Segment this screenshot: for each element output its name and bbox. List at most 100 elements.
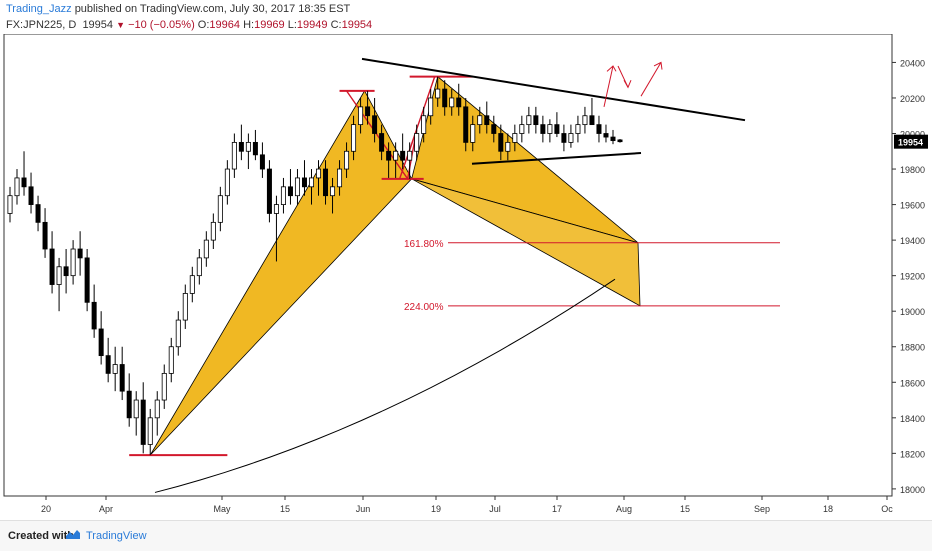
candle-body bbox=[252, 141, 258, 156]
candle-body bbox=[35, 204, 41, 223]
breakout-arrow-head bbox=[606, 65, 617, 72]
upper-trendline bbox=[361, 57, 746, 122]
time-tick-label: Jun bbox=[356, 504, 371, 514]
candle-body bbox=[189, 275, 195, 294]
candle-body bbox=[344, 150, 350, 170]
time-tick-label: Sep bbox=[754, 504, 770, 514]
candle-body bbox=[91, 301, 97, 330]
candle-body bbox=[217, 195, 223, 223]
candle-body bbox=[533, 115, 539, 126]
time-tick-label: 17 bbox=[552, 504, 562, 514]
candle-body bbox=[238, 141, 244, 152]
price-tick-label: 18000 bbox=[900, 485, 925, 495]
close-label: C: bbox=[330, 19, 342, 31]
candle-body bbox=[442, 88, 448, 108]
candle-body bbox=[407, 150, 413, 161]
candle-body bbox=[568, 133, 574, 143]
candle-body bbox=[140, 399, 146, 445]
candle-body bbox=[512, 133, 518, 143]
down-arrow-icon: ▼ bbox=[116, 20, 126, 30]
current-price-tag bbox=[894, 134, 928, 149]
candle-body bbox=[330, 186, 336, 197]
candle-body bbox=[547, 124, 553, 134]
candle-body bbox=[582, 115, 588, 126]
candle-body bbox=[561, 133, 567, 143]
candle-body bbox=[596, 124, 602, 134]
price-tick-label: 20200 bbox=[900, 94, 925, 104]
close-value: 19954 bbox=[341, 19, 373, 31]
candle-body bbox=[182, 293, 188, 321]
tradingview-logo-icon bbox=[66, 530, 80, 539]
candle-body bbox=[203, 239, 209, 259]
pattern-xab-triangle bbox=[149, 90, 413, 456]
candle-body bbox=[372, 115, 378, 134]
candle-body bbox=[610, 136, 616, 142]
time-tick-label: Apr bbox=[99, 504, 113, 514]
candle-body bbox=[393, 150, 399, 161]
candle-body bbox=[351, 124, 357, 152]
candle-body bbox=[323, 168, 329, 197]
candle-body bbox=[294, 177, 300, 197]
candle-body bbox=[112, 364, 118, 374]
candle-body bbox=[224, 168, 230, 197]
candle-body bbox=[421, 115, 427, 134]
current-price-label: 19954 bbox=[898, 138, 923, 148]
price-tick-label: 18200 bbox=[900, 449, 925, 459]
candle-body bbox=[456, 97, 462, 108]
candle-body bbox=[133, 399, 139, 419]
candle-body bbox=[365, 106, 371, 117]
price-tick-label: 19400 bbox=[900, 236, 925, 246]
price-chart[interactable]: 161.80% 224.00% 18000 18200 18400 18600 18800 1… bbox=[0, 34, 932, 520]
candle-body bbox=[266, 168, 272, 214]
time-tick-label: May bbox=[213, 504, 231, 514]
time-tick-label: 20 bbox=[41, 504, 51, 514]
time-tick-label: 15 bbox=[280, 504, 290, 514]
candle-body bbox=[505, 141, 511, 152]
candle-body bbox=[21, 177, 27, 188]
candle-body bbox=[554, 124, 560, 134]
open-label: O: bbox=[197, 19, 210, 31]
candle-body bbox=[589, 115, 595, 126]
candle-body bbox=[491, 124, 497, 134]
tradingview-brand[interactable]: TradingView bbox=[86, 530, 147, 542]
candle-body bbox=[70, 248, 76, 277]
candle-body bbox=[161, 372, 167, 401]
price-tick-label: 20400 bbox=[900, 58, 925, 68]
plot-frame bbox=[3, 34, 893, 497]
candle-body bbox=[575, 124, 581, 134]
candle-body bbox=[154, 399, 160, 419]
candle-body bbox=[210, 221, 216, 241]
candle-body bbox=[231, 141, 237, 170]
symbol-label[interactable]: FX:JPN225, D bbox=[6, 19, 77, 31]
candle-body bbox=[449, 97, 455, 108]
pullback-arrow-head bbox=[623, 79, 632, 89]
time-tick-label: 19 bbox=[431, 504, 441, 514]
time-tick-label: Jul bbox=[489, 504, 501, 514]
candle-body bbox=[477, 115, 483, 126]
chart-header: Trading_Jazz published on TradingView.co… bbox=[0, 0, 932, 34]
candle-body bbox=[98, 328, 104, 357]
lower-trendline bbox=[471, 152, 642, 165]
candle-body bbox=[147, 417, 153, 445]
candle-body bbox=[28, 186, 34, 205]
price-tick-label: 19000 bbox=[900, 307, 925, 317]
time-tick-label: Oc bbox=[881, 504, 893, 514]
price-tick-label: 20000 bbox=[900, 130, 925, 140]
candle-body bbox=[386, 150, 392, 161]
candle-body bbox=[245, 141, 251, 152]
time-tick-label: 15 bbox=[680, 504, 690, 514]
candle-body bbox=[519, 124, 525, 134]
price-tick-label: 19600 bbox=[900, 201, 925, 211]
high-label: H: bbox=[243, 19, 255, 31]
candle-body bbox=[540, 124, 546, 134]
high-value: 19969 bbox=[254, 19, 285, 31]
low-label: L: bbox=[287, 19, 297, 31]
author-link[interactable]: Trading_Jazz bbox=[6, 3, 72, 15]
candle-body bbox=[287, 186, 293, 197]
candle-body bbox=[435, 88, 441, 99]
candle-body bbox=[400, 150, 406, 161]
candle-body bbox=[428, 97, 434, 117]
candle-body bbox=[49, 248, 55, 285]
candle-body bbox=[119, 364, 125, 392]
candle-body bbox=[316, 168, 322, 179]
